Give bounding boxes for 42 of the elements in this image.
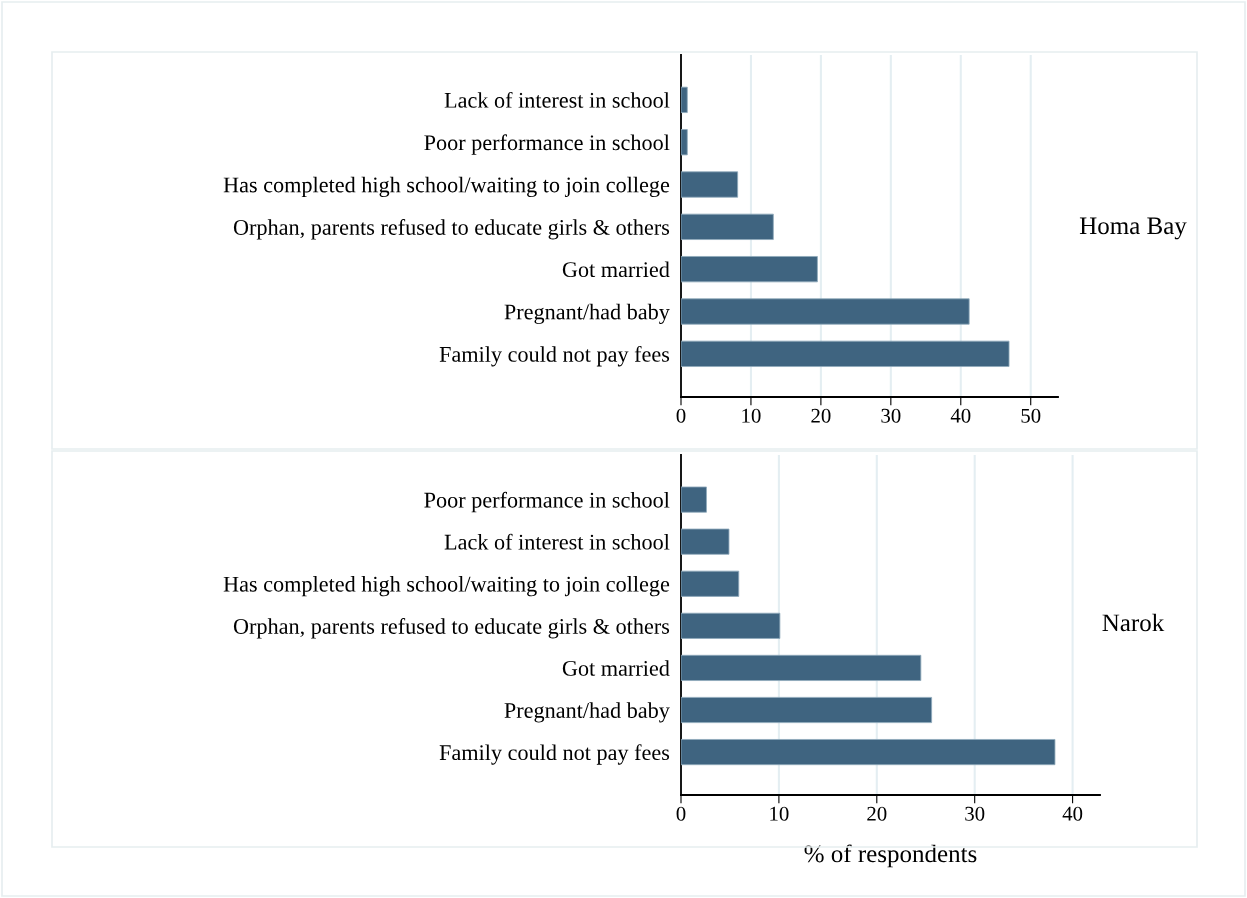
bar <box>681 486 707 513</box>
x-axis-title: % of respondents <box>804 844 977 868</box>
y-tick-label: Has completed high school/waiting to join college <box>223 576 670 597</box>
x-tick-label: 40 <box>1062 806 1083 821</box>
x-tick-label: 50 <box>1021 408 1041 423</box>
y-tick-label: Has completed high school/waiting to join college <box>223 176 670 198</box>
y-tick-label: Got married <box>562 261 670 278</box>
y-tick-label: Orphan, parents refused to educate girls & others <box>233 618 670 639</box>
y-tick-label: Lack of interest in school <box>444 533 670 550</box>
y-tick-label: Poor performance in school <box>424 134 670 155</box>
bar <box>681 612 781 639</box>
bar <box>681 86 688 113</box>
bar <box>681 213 774 240</box>
bar <box>681 129 688 156</box>
y-tick-label: Pregnant/had baby <box>504 303 670 325</box>
bar <box>681 528 730 555</box>
x-tick-label: 20 <box>811 408 831 423</box>
x-tick-label: 10 <box>742 408 761 423</box>
bar <box>681 171 739 198</box>
x-tick-label: 10 <box>770 806 789 821</box>
bar <box>681 739 1056 766</box>
x-tick-label: 30 <box>881 408 901 423</box>
bar <box>681 340 1010 367</box>
bar <box>681 696 933 724</box>
x-tick-label: 30 <box>965 806 985 821</box>
y-tick-label: Poor performance in school <box>424 491 670 513</box>
bar <box>681 256 818 283</box>
y-tick-label: Orphan, parents refused to educate girls & others <box>233 219 670 240</box>
x-tick-label: 40 <box>950 408 971 423</box>
y-tick-label: Lack of interest in school <box>444 91 670 108</box>
text: Narok <box>1102 613 1165 632</box>
y-tick-label: Got married <box>562 660 670 676</box>
bar <box>681 298 970 325</box>
text: Homa Bay <box>1079 217 1187 240</box>
y-tick-label: Pregnant/had baby <box>504 702 670 723</box>
x-tick-label: 20 <box>867 806 887 821</box>
bar <box>681 570 740 597</box>
x-tick-label: 0 <box>676 408 686 423</box>
y-tick-label: Family could not pay fees <box>439 346 670 367</box>
bar <box>681 654 922 681</box>
y-tick-label: Family could not pay fees <box>439 744 670 765</box>
x-tick-label: 0 <box>676 806 686 821</box>
